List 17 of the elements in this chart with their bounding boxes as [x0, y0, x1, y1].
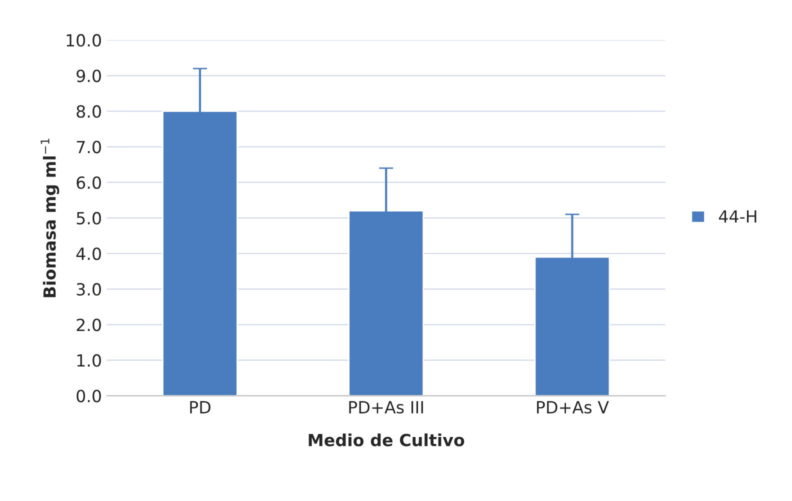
legend-label: 44-H [718, 210, 756, 223]
x-tick-label: PD+As III [349, 401, 423, 414]
y-tick-label: 4.0 [76, 247, 101, 260]
x-axis-title: Medio de Cultivo [308, 433, 464, 446]
y-tick-label: 8.0 [76, 105, 101, 118]
y-tick-label: 10.0 [66, 34, 101, 47]
y-tick-label: 0.0 [76, 390, 101, 402]
y-tick-label: 1.0 [77, 354, 101, 367]
y-tick-label: 7.0 [76, 140, 101, 154]
y-tick-label: 3.0 [76, 283, 101, 296]
y-tick-label: 9.0 [76, 70, 101, 82]
x-tick-label: PD [190, 401, 210, 414]
y-tick-label: 5.0 [76, 212, 101, 225]
y-axis-title: Biomasa mg ml$^{−1}$ [40, 138, 60, 298]
y-tick-label: 2.0 [76, 318, 101, 332]
y-tick-label: 6.0 [76, 176, 101, 189]
x-tick-label: PD+As V [537, 401, 609, 414]
